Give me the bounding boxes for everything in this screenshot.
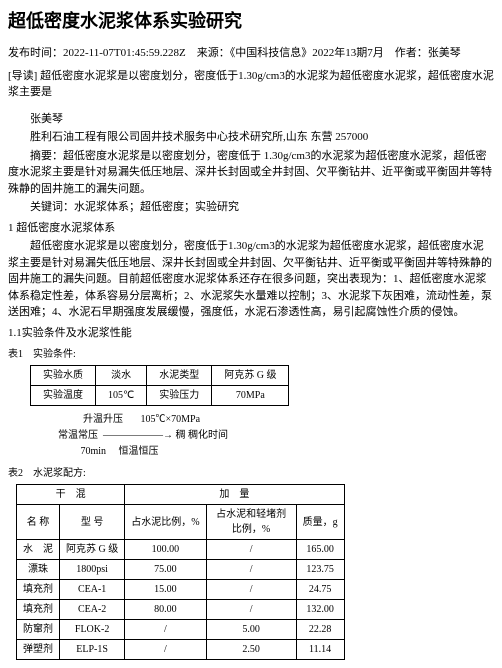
affil-para: 胜利石油工程有限公司固井技术服务中心技术研究所,山东 东营 257000 — [8, 129, 494, 146]
t2-h-mass: 质量，g — [296, 505, 344, 540]
table2: 干 混 加 量 名 称 型 号 占水泥比例，% 占水泥和轻堵剂比例，% 质量，g… — [16, 484, 345, 660]
author-label: 作者： — [384, 47, 428, 59]
lead-text: 超低密度水泥浆是以密度划分，密度低于1.30g/cm3的水泥浆为超低密度水泥浆，… — [8, 70, 494, 99]
t1-cell: 105℃ — [96, 386, 147, 406]
pub-time: 2022-11-07T01:45:59.228Z — [63, 47, 186, 59]
abstract-para: 摘要：超低密度水泥浆是以密度划分，密度低于 1.30g/cm3的水泥浆为超低密度… — [8, 148, 494, 198]
t2-cell: ELP-1S — [60, 640, 125, 660]
t1-cell: 实验压力 — [147, 386, 212, 406]
t2-cell: / — [206, 540, 296, 560]
table-row: 防窜剂 FLOK-2 / 5.00 22.28 — [17, 620, 345, 640]
t1-cell: 水泥类型 — [147, 366, 212, 386]
table1-label: 表1 实验条件: — [8, 347, 494, 362]
t2-cell: 5.00 — [206, 620, 296, 640]
schedule-block: 升温升压 105℃×70MPa 常温常压 ——————→ 稠 稠化时间 70mi… — [58, 412, 494, 460]
t2-cell: 水 泥 — [17, 540, 60, 560]
body-para: 超低密度水泥浆是以密度划分，密度低于1.30g/cm3的水泥浆为超低密度水泥浆，… — [8, 238, 494, 321]
t1-cell: 实验水质 — [31, 366, 96, 386]
sched-line: 升温升压 105℃×70MPa — [58, 412, 494, 428]
t1-cell: 阿克苏 G 级 — [212, 366, 289, 386]
t2-cell: 100.00 — [125, 540, 206, 560]
table-row: 填充剂 CEA-1 15.00 / 24.75 — [17, 580, 345, 600]
lead-line: [导读] 超低密度水泥浆是以密度划分，密度低于1.30g/cm3的水泥浆为超低密… — [8, 68, 494, 101]
t2-h-name: 名 称 — [17, 505, 60, 540]
t2-cell: 15.00 — [125, 580, 206, 600]
table-row: 填充剂 CEA-2 80.00 / 132.00 — [17, 600, 345, 620]
t2-cell: / — [125, 640, 206, 660]
table2-label: 表2 水泥浆配方: — [8, 466, 494, 481]
t1-cell: 实验温度 — [31, 386, 96, 406]
source-label: 来源： — [186, 47, 230, 59]
t2-cell: CEA-2 — [60, 600, 125, 620]
t2-head-jia: 加 量 — [125, 485, 344, 505]
table-row: 实验温度 105℃ 实验压力 70MPa — [31, 386, 289, 406]
sched-line: 常温常压 ——————→ 稠 稠化时间 — [58, 428, 494, 444]
t2-cell: 阿克苏 G 级 — [60, 540, 125, 560]
sched-line: 70min 恒温恒压 — [58, 444, 494, 460]
t2-cell: / — [206, 580, 296, 600]
table-row: 干 混 加 量 — [17, 485, 345, 505]
t2-cell: 22.28 — [296, 620, 344, 640]
t2-cell: 填充剂 — [17, 600, 60, 620]
section-11: 1.1实验条件及水泥浆性能 — [8, 325, 494, 342]
author-para: 张美琴 — [8, 111, 494, 128]
t2-cell: 填充剂 — [17, 580, 60, 600]
t1-cell: 淡水 — [96, 366, 147, 386]
t2-cell: 弹塑剂 — [17, 640, 60, 660]
table-row: 水 泥 阿克苏 G 级 100.00 / 165.00 — [17, 540, 345, 560]
table-row: 漂珠 1800psi 75.00 / 123.75 — [17, 560, 345, 580]
t2-cell: 75.00 — [125, 560, 206, 580]
t2-cell: FLOK-2 — [60, 620, 125, 640]
source: 《中国科技信息》2022年13期7月 — [230, 47, 384, 59]
t2-cell: 132.00 — [296, 600, 344, 620]
section-1: 1 超低密度水泥浆体系 — [8, 220, 494, 237]
t2-cell: / — [206, 560, 296, 580]
t2-h-pct: 占水泥比例，% — [125, 505, 206, 540]
meta-line: 发布时间：2022-11-07T01:45:59.228Z 来源：《中国科技信息… — [8, 45, 494, 62]
page-title: 超低密度水泥浆体系实验研究 — [8, 8, 494, 35]
pub-label: 发布时间： — [8, 47, 63, 59]
lead-label: [导读] — [8, 70, 40, 82]
table-row: 弹塑剂 ELP-1S / 2.50 11.14 — [17, 640, 345, 660]
table-row: 名 称 型 号 占水泥比例，% 占水泥和轻堵剂比例，% 质量，g — [17, 505, 345, 540]
t2-cell: 11.14 — [296, 640, 344, 660]
t2-cell: 80.00 — [125, 600, 206, 620]
t2-h-ratio: 占水泥和轻堵剂比例，% — [206, 505, 296, 540]
t2-cell: / — [125, 620, 206, 640]
t2-cell: 24.75 — [296, 580, 344, 600]
keywords-para: 关键词：水泥浆体系；超低密度；实验研究 — [8, 199, 494, 216]
t2-h-model: 型 号 — [60, 505, 125, 540]
t2-cell: 2.50 — [206, 640, 296, 660]
t2-cell: 漂珠 — [17, 560, 60, 580]
t2-cell: CEA-1 — [60, 580, 125, 600]
t2-head-gan: 干 混 — [17, 485, 125, 505]
t2-cell: 123.75 — [296, 560, 344, 580]
t2-cell: 165.00 — [296, 540, 344, 560]
t2-cell: / — [206, 600, 296, 620]
t2-cell: 防窜剂 — [17, 620, 60, 640]
table1: 实验水质 淡水 水泥类型 阿克苏 G 级 实验温度 105℃ 实验压力 70MP… — [30, 365, 289, 406]
author: 张美琴 — [428, 47, 461, 59]
t2-cell: 1800psi — [60, 560, 125, 580]
table-row: 实验水质 淡水 水泥类型 阿克苏 G 级 — [31, 366, 289, 386]
t1-cell: 70MPa — [212, 386, 289, 406]
